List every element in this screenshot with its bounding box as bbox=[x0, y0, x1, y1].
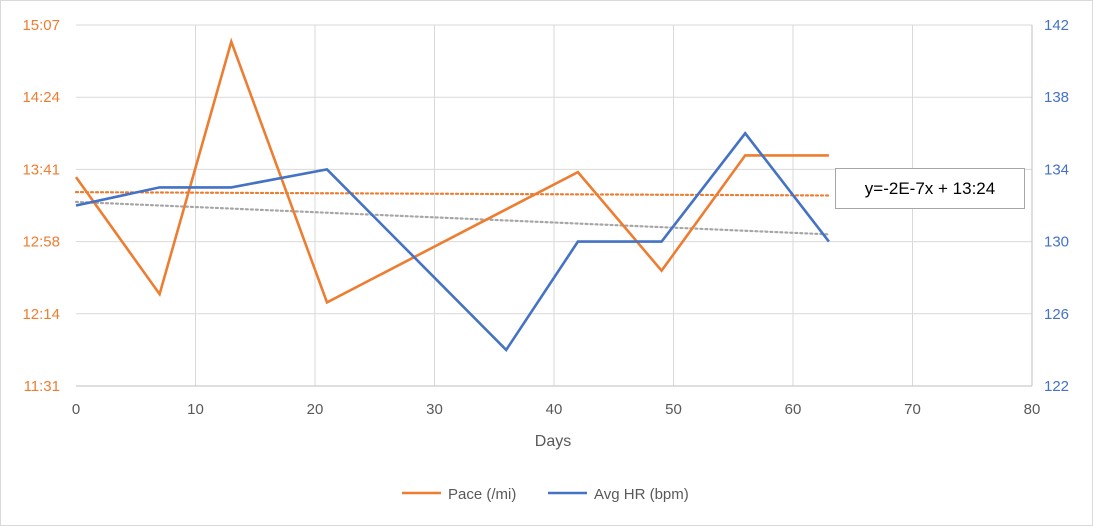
series-lines bbox=[74, 37, 830, 352]
x-tick-label: 40 bbox=[546, 401, 563, 418]
right-y-tick-label: 122 bbox=[1044, 378, 1069, 395]
trendline-equation-label: y=-2E-7x + 13:24 bbox=[835, 168, 1025, 209]
left-y-tick-label: 15:07 bbox=[22, 17, 60, 34]
avg-hr-series-line bbox=[75, 131, 830, 352]
vertical-gridlines bbox=[195, 25, 1033, 386]
axes bbox=[76, 25, 1033, 387]
left-y-tick-label: 13:41 bbox=[22, 161, 60, 178]
right-y-tick-label: 142 bbox=[1044, 17, 1069, 34]
horizontal-gridlines bbox=[76, 24, 1032, 315]
trendline-pace bbox=[74, 191, 830, 197]
x-tick-labels: 0 10 20 30 40 50 60 70 80 bbox=[72, 401, 1041, 418]
left-y-tick-labels: 11:31 12:14 12:58 13:41 14:24 15:07 bbox=[22, 17, 60, 395]
left-y-tick-label: 12:58 bbox=[22, 234, 60, 251]
x-axis-title: Days bbox=[535, 433, 571, 450]
left-y-tick-label: 11:31 bbox=[24, 378, 60, 395]
x-tick-label: 10 bbox=[187, 401, 204, 418]
legend-label-avg-hr: Avg HR (bpm) bbox=[594, 486, 689, 503]
x-tick-label: 70 bbox=[904, 401, 921, 418]
x-tick-label: 80 bbox=[1024, 401, 1041, 418]
x-tick-label: 30 bbox=[426, 401, 443, 418]
right-y-tick-label: 134 bbox=[1044, 161, 1069, 178]
left-y-tick-label: 12:14 bbox=[22, 306, 60, 323]
x-tick-label: 0 bbox=[72, 401, 80, 418]
trendlines bbox=[74, 191, 830, 236]
right-y-tick-label: 126 bbox=[1044, 306, 1069, 323]
pace-series-line bbox=[74, 37, 829, 305]
x-tick-label: 50 bbox=[665, 401, 682, 418]
x-tick-label: 20 bbox=[307, 401, 324, 418]
legend-label-pace: Pace (/mi) bbox=[448, 486, 516, 503]
right-y-tick-labels: 122 126 130 134 138 142 bbox=[1044, 17, 1069, 395]
right-y-tick-label: 130 bbox=[1044, 234, 1069, 251]
trendline-avg-hr bbox=[74, 200, 830, 236]
right-y-tick-label: 138 bbox=[1044, 89, 1069, 106]
legend: Pace (/mi) Avg HR (bpm) bbox=[402, 486, 689, 503]
left-y-tick-label: 14:24 bbox=[22, 89, 60, 106]
x-tick-label: 60 bbox=[785, 401, 802, 418]
